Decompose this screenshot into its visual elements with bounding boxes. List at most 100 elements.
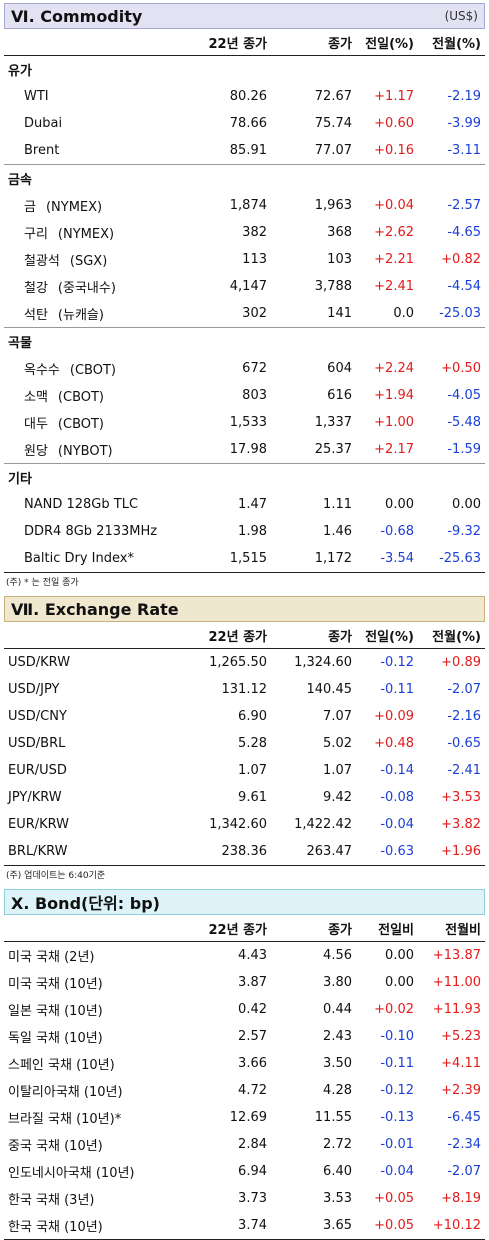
row-label-cell: WTI <box>4 83 176 110</box>
close-cell: 263.47 <box>271 838 356 866</box>
table-row: 브라질 국채 (10년)* 12.69 11.55 -0.13 -6.45 <box>4 1104 485 1131</box>
row-label: USD/KRW <box>8 655 71 670</box>
commodity-title: Ⅵ. Commodity <box>11 6 143 26</box>
row-label: 미국 국채 (10년) <box>8 977 103 992</box>
header-cell <box>4 915 176 942</box>
row-label-cell: 옥수수 (CBOT) <box>4 355 176 382</box>
prev-close-cell: 0.42 <box>238 1002 267 1017</box>
row-label-cell: EUR/KRW <box>4 811 176 838</box>
row-label: Baltic Dry Index* <box>24 551 134 566</box>
close-cell: 5.02 <box>323 736 352 751</box>
exchange-section-header: Ⅶ. Exchange Rate <box>4 596 485 622</box>
daily-change-cell: 0.00 <box>385 948 414 963</box>
table-row: BRL/KRW 238.36 263.47 -0.63 +1.96 <box>4 838 485 866</box>
row-label: Dubai <box>24 116 63 131</box>
table-row: Baltic Dry Index* 1,515 1,172 -3.54 -25.63 <box>4 545 485 573</box>
row-label-cell: USD/KRW <box>4 649 176 677</box>
prev-close-cell: 78.66 <box>229 116 267 131</box>
row-label: 옥수수 <box>24 363 60 378</box>
market-data-page: Ⅵ. Commodity (US$) 22년 종가 종가 전일(%) 전월(%)… <box>4 3 485 1240</box>
monthly-change-cell: +13.87 <box>432 948 481 963</box>
close-cell: 25.37 <box>314 442 352 457</box>
table-row: 철광석 (SGX) 113 103 +2.21 +0.82 <box>4 246 485 273</box>
close-cell: 7.07 <box>323 709 352 724</box>
monthly-change-cell: +3.82 <box>441 817 481 832</box>
row-exchange: (CBOT) <box>69 363 116 378</box>
prev-close-cell: 5.28 <box>238 736 267 751</box>
prev-close-cell: 6.90 <box>238 709 267 724</box>
row-label-cell: NAND 128Gb TLC <box>4 491 176 518</box>
prev-close-cell: 2.84 <box>238 1137 267 1152</box>
monthly-change-cell: +11.00 <box>432 975 481 990</box>
prev-close-cell: 85.91 <box>229 143 267 158</box>
daily-change-cell: +0.05 <box>374 1191 414 1206</box>
close-cell: 2.72 <box>323 1137 352 1152</box>
row-label: WTI <box>24 89 49 104</box>
table-row: WTI 80.26 72.67 +1.17 -2.19 <box>4 83 485 110</box>
daily-change-cell: +2.17 <box>374 442 414 457</box>
daily-change-cell: -0.04 <box>380 1164 414 1179</box>
daily-change-cell: +2.62 <box>374 225 414 240</box>
prev-close-cell: 3.74 <box>176 1212 271 1240</box>
close-cell: 9.42 <box>323 790 352 805</box>
header-cell: 전월(%) <box>418 622 485 649</box>
close-cell: 77.07 <box>314 143 352 158</box>
table-row: 철강 (중국내수) 4,147 3,788 +2.41 -4.54 <box>4 273 485 300</box>
close-cell: 140.45 <box>306 682 353 697</box>
close-cell: 4.56 <box>323 948 352 963</box>
daily-change-cell: +0.02 <box>374 1002 414 1017</box>
row-label-cell: 대두 (CBOT) <box>4 409 176 436</box>
row-label: BRL/KRW <box>8 844 68 859</box>
close-cell: 1.46 <box>323 524 352 539</box>
row-label: 미국 국채 (2년) <box>8 950 95 965</box>
row-label: 중국 국채 (10년) <box>8 1139 103 1154</box>
close-cell: 3.80 <box>323 975 352 990</box>
header-cell: 종가 <box>271 29 356 56</box>
header-cell: 전월비 <box>418 915 485 942</box>
prev-close-cell: 3.87 <box>238 975 267 990</box>
header-cell: 전월(%) <box>418 29 485 56</box>
prev-close-cell: 17.98 <box>229 442 267 457</box>
daily-change-cell: +1.17 <box>374 89 414 104</box>
row-exchange: (NYBOT) <box>57 444 113 459</box>
row-label: 독일 국채 (10년) <box>8 1031 103 1046</box>
close-cell: 4.28 <box>323 1083 352 1098</box>
daily-change-cell: +0.48 <box>374 736 414 751</box>
table-row: Dubai 78.66 75.74 +0.60 -3.99 <box>4 110 485 137</box>
monthly-change-cell: +3.53 <box>441 790 481 805</box>
group-row: 유가 <box>4 56 485 84</box>
header-cell: 22년 종가 <box>176 29 271 56</box>
close-cell: 72.67 <box>314 89 352 104</box>
header-cell: 전일(%) <box>356 622 418 649</box>
daily-change-cell: -0.10 <box>380 1029 414 1044</box>
table-row: 구리 (NYMEX) 382 368 +2.62 -4.65 <box>4 219 485 246</box>
monthly-change-cell: -6.45 <box>447 1110 481 1125</box>
prev-close-cell: 1,533 <box>229 415 267 430</box>
exchange-note: (주) 업데이트는 6:40기준 <box>6 871 106 881</box>
row-label-cell: 금 (NYMEX) <box>4 192 176 219</box>
group-row: 기타 <box>4 463 485 491</box>
table-row: 옥수수 (CBOT) 672 604 +2.24 +0.50 <box>4 355 485 382</box>
daily-change-cell: -0.11 <box>380 1056 414 1071</box>
daily-change-cell: +0.16 <box>374 143 414 158</box>
table-row: 이탈리아국채 (10년) 4.72 4.28 -0.12 +2.39 <box>4 1077 485 1104</box>
prev-close-cell: 1,342.60 <box>209 817 267 832</box>
daily-change-cell: -0.08 <box>380 790 414 805</box>
prev-close-cell: 1,265.50 <box>209 655 267 670</box>
row-label: 원당 <box>24 444 48 459</box>
row-label: 브라질 국채 (10년)* <box>8 1112 122 1127</box>
table-row: USD/KRW 1,265.50 1,324.60 -0.12 +0.89 <box>4 649 485 677</box>
header-cell: 22년 종가 <box>176 622 271 649</box>
table-row: DDR4 8Gb 2133MHz 1.98 1.46 -0.68 -9.32 <box>4 518 485 545</box>
row-label: 한국 국채 (10년) <box>8 1220 103 1235</box>
prev-close-cell: 1,515 <box>176 545 271 573</box>
table-row: 원당 (NYBOT) 17.98 25.37 +2.17 -1.59 <box>4 436 485 464</box>
row-label: 석탄 <box>24 308 48 323</box>
monthly-change-cell: +8.19 <box>441 1191 481 1206</box>
monthly-change-cell: -0.65 <box>447 736 481 751</box>
prev-close-cell: 672 <box>242 361 267 376</box>
row-exchange: (중국내수) <box>57 281 116 296</box>
row-exchange: (CBOT) <box>57 390 105 405</box>
daily-change-cell: -0.12 <box>380 1083 414 1098</box>
table-row: 중국 국채 (10년) 2.84 2.72 -0.01 -2.34 <box>4 1131 485 1158</box>
